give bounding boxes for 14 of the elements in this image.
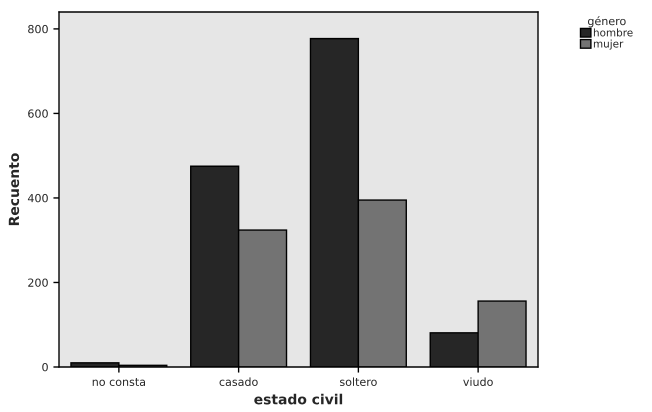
y-tick-label: 0 [42,362,48,372]
legend-title: género [588,16,626,28]
y-axis-title: Recuento [8,153,20,226]
y-tick-label: 200 [28,278,48,287]
y-tick-label: 400 [28,194,48,202]
y-tick-label: 800 [28,24,48,34]
x-axis-title: estado civil [254,394,342,404]
x-tick-label: viudo [463,377,493,386]
x-tick-label: soltero [340,377,377,386]
x-tick-label: no consta [92,378,146,386]
legend-label: hombre [594,28,633,36]
legend-label: mujer [594,40,624,50]
y-tick-label: 600 [28,109,48,118]
x-tick-label: casado [220,377,258,386]
